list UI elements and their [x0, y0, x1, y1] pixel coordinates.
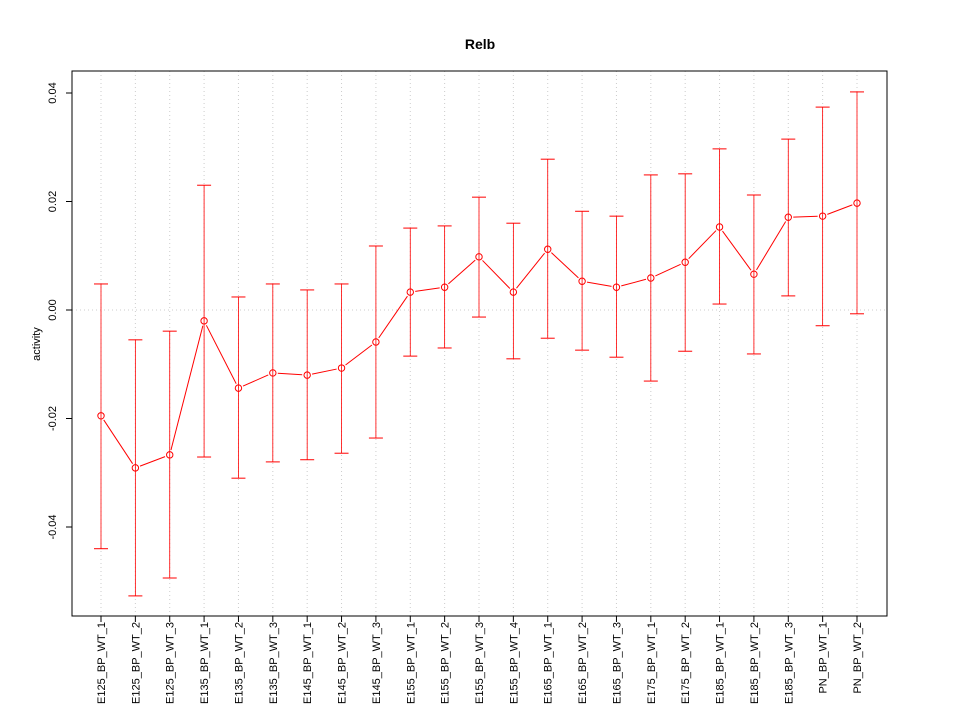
x-tick-label: E155_BP_WT_4	[508, 622, 520, 704]
series-line-segment	[170, 325, 204, 451]
data-point	[269, 369, 277, 377]
series-line-segment	[827, 204, 853, 215]
x-tick-label: E165_BP_WT_1	[543, 622, 555, 704]
x-tick-label: E155_BP_WT_1	[405, 622, 417, 704]
y-tick-label: -0.04	[47, 514, 59, 539]
chart-title: Relb	[465, 36, 495, 52]
x-tick-label: E135_BP_WT_2	[233, 622, 245, 704]
data-point	[784, 213, 792, 221]
x-tick-label: E185_BP_WT_2	[749, 622, 761, 704]
x-tick-label: E155_BP_WT_2	[440, 622, 452, 704]
data-point	[166, 451, 174, 459]
data-point	[475, 253, 483, 261]
series-line-segment	[516, 252, 545, 289]
series-line-segment	[793, 215, 818, 218]
data-point	[131, 464, 140, 472]
data-point	[234, 384, 243, 392]
series-line-segment	[655, 263, 681, 277]
series-line-segment	[345, 344, 373, 366]
axes: -0.04 -0.02 0.00 0.02 0.04 E125_BP_WT_1 E125_B…	[47, 82, 864, 704]
series-line-segment	[242, 374, 269, 387]
data-point	[200, 317, 208, 325]
data-point	[681, 258, 689, 266]
series-line-segment	[586, 281, 612, 287]
x-tick-label: E145_BP_WT_3	[371, 622, 383, 704]
y-tick-label: -0.02	[47, 406, 59, 431]
series-line-segment	[448, 259, 476, 285]
x-tick-label: E135_BP_WT_3	[268, 622, 280, 704]
x-tick-label: PN_BP_WT_2	[852, 622, 864, 694]
series-line-segment	[621, 278, 647, 287]
x-tick-label: E145_BP_WT_2	[337, 622, 349, 704]
series-line-segment	[551, 252, 579, 279]
marks	[94, 91, 864, 597]
x-tick-label: E145_BP_WT_1	[302, 622, 314, 704]
data-point	[612, 283, 621, 291]
data-point	[544, 245, 552, 253]
data-point	[818, 212, 827, 220]
data-point	[372, 338, 380, 346]
x-tick-label: E125_BP_WT_3	[165, 622, 177, 704]
data-point	[750, 270, 758, 278]
series-line-segment	[311, 368, 337, 375]
series-line-segment	[722, 230, 752, 271]
data-point	[406, 288, 414, 296]
grid	[72, 71, 887, 616]
series-line-segment	[482, 260, 511, 289]
series-line-segment	[756, 221, 787, 271]
x-tick-label: E155_BP_WT_3	[474, 622, 486, 704]
data-point	[337, 364, 346, 372]
x-tick-label: E185_BP_WT_3	[783, 622, 795, 704]
x-tick-label: PN_BP_WT_1	[818, 622, 830, 694]
series-line-segment	[139, 456, 166, 467]
data-point	[578, 277, 586, 285]
series-line-segment	[688, 230, 717, 260]
series-line-segment	[415, 287, 440, 292]
data-point	[303, 371, 311, 379]
data-point	[440, 283, 449, 291]
x-tick-label: E135_BP_WT_1	[199, 622, 211, 704]
y-axis-label: activity	[31, 327, 43, 361]
x-tick-label: E165_BP_WT_3	[611, 622, 623, 704]
data-point	[853, 199, 861, 207]
data-point	[509, 288, 518, 296]
series-line-segment	[378, 295, 408, 339]
y-tick-label: 0.00	[47, 299, 59, 320]
y-tick-label: 0.02	[47, 191, 59, 212]
x-tick-label: E125_BP_WT_2	[130, 622, 142, 704]
series-line-segment	[103, 419, 134, 464]
x-tick-label: E175_BP_WT_1	[646, 622, 658, 704]
data-point	[97, 412, 105, 420]
series-line-segment	[205, 325, 237, 384]
x-tick-label: E185_BP_WT_1	[715, 622, 727, 704]
y-tick-label: 0.04	[47, 82, 59, 103]
x-tick-label: E165_BP_WT_2	[577, 622, 589, 704]
x-tick-label: E125_BP_WT_1	[96, 622, 108, 704]
data-point	[647, 274, 655, 282]
data-point	[715, 223, 724, 231]
series-line-segment	[277, 372, 303, 376]
x-tick-label: E175_BP_WT_2	[680, 622, 692, 704]
